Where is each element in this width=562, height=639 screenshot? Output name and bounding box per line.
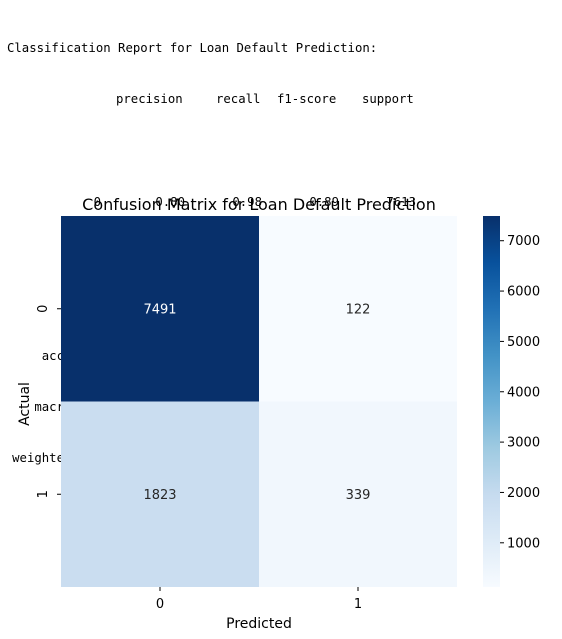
heatmap-cells: 7491 122 1823 339 <box>61 216 457 587</box>
colorbar <box>483 216 500 587</box>
confusion-matrix-chart: Confusion Matrix for Loan Default Predic… <box>17 195 540 632</box>
y-tick-label: 0 <box>36 305 51 313</box>
header-support: support <box>362 92 414 107</box>
report-header-row: precision recall f1-score support <box>7 91 414 108</box>
precision-value: 0.80 <box>155 195 185 210</box>
cell-value-label: 122 <box>346 302 371 317</box>
colorbar-tick-label: 1000 <box>507 536 540 551</box>
y-axis-ticks: 01 <box>36 305 61 498</box>
colorbar-ticks: 1000 2000 3000 4000 5000 6000 7000 <box>500 234 540 551</box>
colorbar-tick-label: 5000 <box>507 335 540 350</box>
colorbar-tick-label: 2000 <box>507 486 540 501</box>
colorbar-tick-label: 6000 <box>507 285 540 300</box>
colorbar-tick-label: 7000 <box>507 234 540 249</box>
chart-title: Confusion Matrix for Loan Default Predic… <box>82 195 436 214</box>
header-precision: precision <box>116 92 183 107</box>
header-recall: recall <box>216 92 261 107</box>
x-tick-label: 1 <box>354 597 362 612</box>
support-value: 7613 <box>386 195 416 210</box>
report-spacer <box>7 143 377 160</box>
heatmap-cell <box>61 216 259 402</box>
x-tick-label: 0 <box>156 597 164 612</box>
heatmap-cell <box>61 401 259 587</box>
heatmap-cell <box>259 401 457 587</box>
heatmap-cell <box>259 216 457 402</box>
report-title: Classification Report for Loan Default P… <box>7 41 378 56</box>
cell-value-label: 339 <box>346 488 371 503</box>
cell-value-label: 1823 <box>143 488 176 503</box>
report-class-row: 0 0.80 0.98 0.89 7613 <box>7 194 416 211</box>
y-tick-label: 1 <box>36 490 51 498</box>
colorbar-tick-label: 3000 <box>507 436 540 451</box>
y-axis-label: Actual <box>17 382 33 426</box>
row-label: 0 <box>93 195 101 210</box>
f1-value: 0.89 <box>309 195 339 210</box>
x-axis-label: Predicted <box>226 616 292 632</box>
colorbar-tick-label: 4000 <box>507 385 540 400</box>
header-f1-score: f1-score <box>277 92 337 107</box>
cell-value-label: 7491 <box>143 302 176 317</box>
recall-value: 0.98 <box>232 195 262 210</box>
